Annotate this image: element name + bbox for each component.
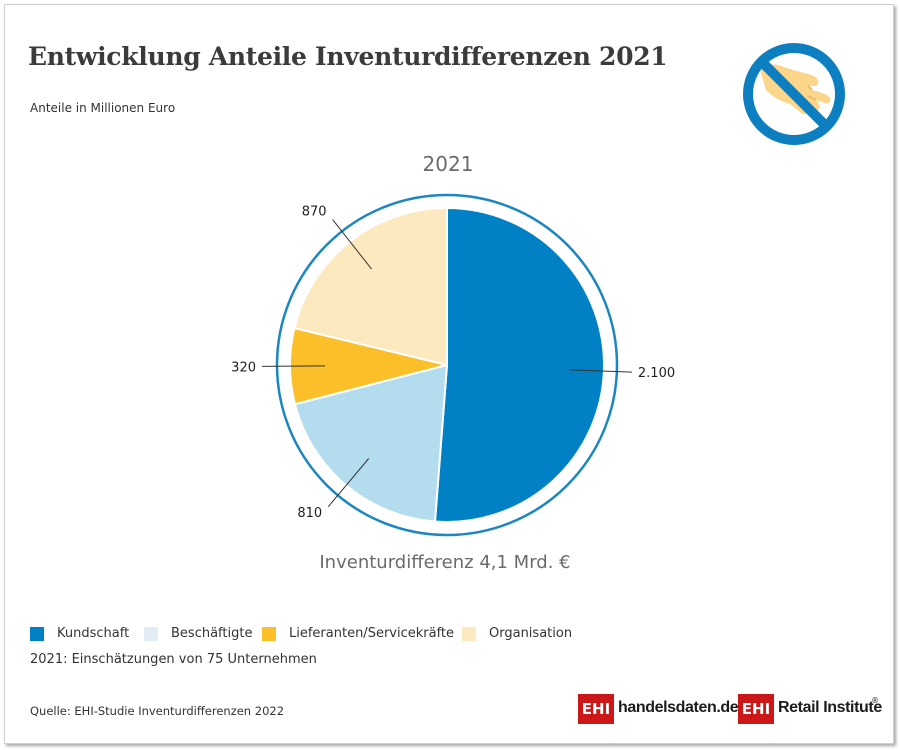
ehi-logo-box: EHI [578, 694, 614, 724]
legend-swatch [30, 627, 44, 641]
legend-label: Beschäftigte [171, 626, 253, 641]
legend-swatch [144, 627, 158, 641]
value-label-organisation: 870 [302, 205, 327, 220]
legend-swatch [462, 627, 476, 641]
chart-title: 2021 [423, 152, 474, 176]
leader-line-kundschaft [568, 369, 632, 373]
value-label-kundschaft: 2.100 [638, 366, 675, 381]
chart-note: 2021: Einschätzungen von 75 Unternehmen [30, 652, 317, 667]
pie-outer-ring [275, 193, 619, 537]
legend-label: Kundschaft [57, 626, 130, 641]
page-title: Entwicklung Anteile Inventurdifferenzen … [28, 42, 668, 71]
legend-swatch [262, 627, 276, 641]
pie-slice-kundschaft [433, 206, 605, 523]
legend-label: Lieferanten/Servicekräfte [289, 626, 455, 641]
ehi-logo-box: EHI [738, 694, 774, 724]
page-subtitle: Anteile in Millionen Euro [30, 101, 176, 115]
value-label-lieferanten: 320 [231, 360, 256, 375]
chart-caption: Inventurdifferenz 4,1 Mrd. € [319, 552, 570, 573]
source-text: Quelle: EHI-Studie Inventurdifferenzen 2… [30, 704, 285, 718]
leader-line-beschaeftigte [327, 458, 370, 508]
leader-line-organisation [332, 219, 372, 270]
legend-label: Organisation [489, 626, 573, 641]
handelsdaten-text: handelsdaten.de [618, 699, 739, 716]
registered-mark: ® [871, 696, 879, 705]
value-label-beschaeftigte: 810 [297, 506, 322, 521]
retail-institute-text: Retail Institute [778, 699, 882, 716]
pie-chart: 2021 2.100 810 320 870 Inventurdifferenz 4,… [231, 152, 675, 573]
no-theft-hand-icon [743, 43, 845, 145]
leader-line-lieferanten [261, 365, 326, 367]
